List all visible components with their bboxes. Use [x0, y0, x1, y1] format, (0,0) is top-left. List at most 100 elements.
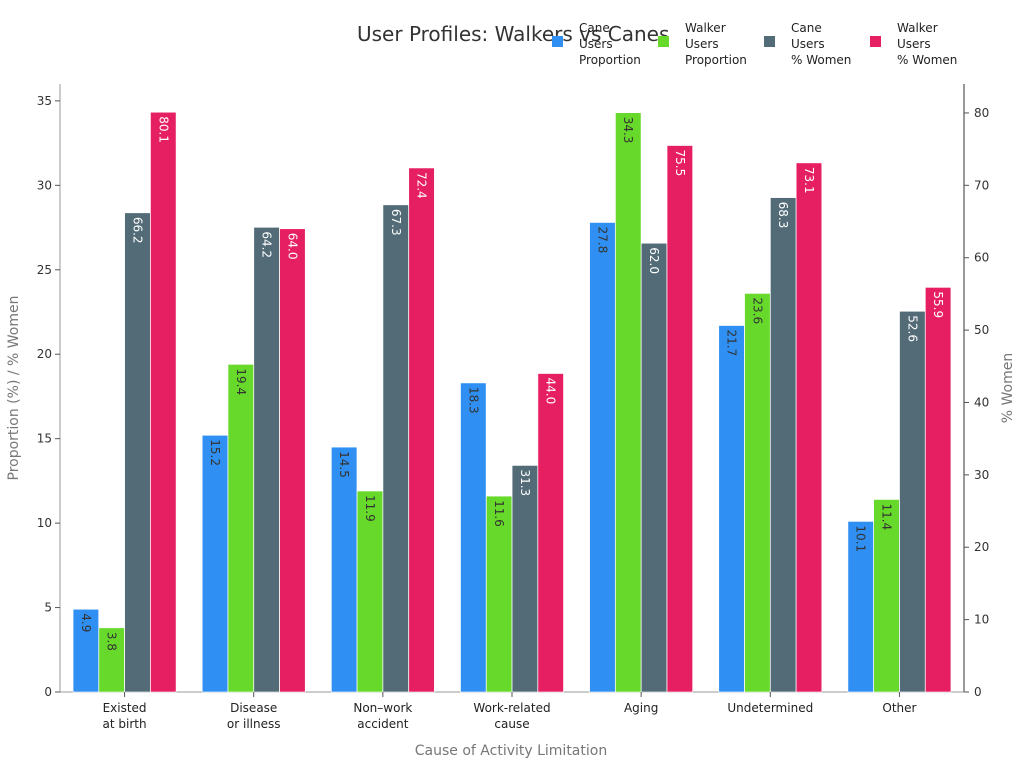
legend: Cane Users Proportion Walker Users Propo… [552, 20, 976, 68]
bar-value-label: 67.3 [389, 209, 403, 236]
bar-value-label: 75.5 [673, 150, 687, 177]
x-tick-label: Non–work [353, 701, 412, 715]
bar-value-label: 18.3 [466, 387, 480, 414]
bar-value-label: 11.4 [880, 503, 894, 530]
x-tick-label: Other [882, 701, 916, 715]
bar [124, 212, 151, 693]
bar-value-label: 80.1 [156, 116, 170, 143]
bar [98, 627, 125, 693]
legend-swatch [870, 36, 881, 47]
bar [744, 293, 771, 693]
bar-value-label: 72.4 [415, 172, 429, 199]
legend-item-walker-proportion: Walker Users Proportion [658, 20, 764, 68]
bar [72, 608, 99, 693]
bar [150, 111, 177, 693]
legend-label: Walker Users Proportion [685, 21, 747, 67]
bar [485, 495, 513, 693]
y-tick-label-left: 35 [37, 94, 52, 108]
bar-value-label: 66.2 [130, 217, 144, 244]
bar [382, 204, 409, 693]
bar [615, 112, 642, 693]
x-tick-label: Existed [103, 701, 147, 715]
bar-value-label: 10.1 [854, 525, 868, 552]
y-tick-label-left: 0 [44, 685, 52, 699]
bar [899, 310, 926, 693]
y-tick-label-left: 15 [37, 432, 52, 446]
bar-value-label: 55.9 [931, 291, 945, 318]
bar [925, 287, 952, 693]
y-tick-label-right: 0 [974, 685, 982, 699]
bar-value-label: 64.2 [260, 231, 274, 258]
y-axis-label-right: % Women [1000, 353, 1016, 423]
y-tick-label-right: 50 [974, 323, 989, 337]
bar [589, 222, 616, 693]
legend-label: Cane Users Proportion [579, 21, 641, 67]
bar-value-label: 4.9 [79, 613, 93, 632]
bar-value-label: 23.6 [750, 297, 764, 324]
x-tick-label: Disease [230, 701, 277, 715]
legend-label: Cane Users % Women [791, 21, 852, 67]
bar-value-label: 14.5 [337, 451, 351, 478]
y-tick-label-right: 40 [974, 395, 989, 409]
x-axis-label: Cause of Activity Limitation [415, 743, 607, 759]
bar-value-label: 11.6 [492, 500, 506, 527]
bar [331, 446, 358, 693]
bar-value-label: 34.3 [621, 117, 635, 144]
x-tick-label: Aging [624, 701, 658, 715]
bar [227, 364, 254, 693]
y-tick-label-right: 30 [974, 468, 989, 482]
bar [253, 227, 280, 693]
bar-value-label: 62.0 [647, 247, 661, 274]
legend-swatch [552, 36, 563, 47]
y-tick-label-left: 10 [37, 516, 52, 530]
bar-value-label: 3.8 [105, 632, 119, 651]
bar-value-label: 21.7 [725, 330, 739, 357]
bar-value-label: 52.6 [905, 315, 919, 342]
bar-value-label: 31.3 [518, 469, 532, 496]
x-tick-label: Undetermined [727, 701, 813, 715]
chart-title: User Profiles: Walkers vs Canes [357, 22, 670, 46]
bar-value-label: 64.0 [285, 233, 299, 260]
x-tick-label: Work-related [473, 701, 550, 715]
bar [640, 242, 668, 693]
x-tick-label: or illness [227, 717, 281, 731]
bar [770, 197, 797, 693]
bar [460, 382, 487, 693]
bar-value-label: 15.2 [208, 439, 222, 466]
bar-value-label: 73.1 [802, 167, 816, 194]
bar-value-label: 27.8 [595, 226, 609, 253]
x-tick-label: at birth [103, 717, 147, 731]
bar [511, 465, 538, 693]
x-tick-label: cause [494, 717, 529, 731]
bar [795, 162, 823, 693]
legend-item-walker-women: Walker Users % Women [870, 20, 976, 68]
bar [279, 228, 306, 693]
y-tick-label-right: 70 [974, 178, 989, 192]
y-axis-label-left: Proportion (%) / % Women [6, 296, 22, 481]
legend-label: Walker Users % Women [897, 21, 958, 67]
legend-item-cane-proportion: Cane Users Proportion [552, 20, 658, 68]
y-tick-label-right: 10 [974, 613, 989, 627]
y-tick-label-left: 5 [44, 601, 52, 615]
y-tick-label-right: 20 [974, 540, 989, 554]
bar [666, 145, 693, 693]
bar [537, 373, 564, 693]
y-tick-label-right: 80 [974, 106, 989, 120]
bar-value-label: 44.0 [544, 378, 558, 405]
bar [873, 499, 900, 693]
bar-value-label: 68.3 [776, 202, 790, 229]
y-tick-label-right: 60 [974, 251, 989, 265]
bar [718, 325, 745, 693]
bar [356, 490, 384, 693]
bar-value-label: 11.9 [363, 495, 377, 522]
y-tick-label-left: 25 [37, 263, 52, 277]
bar-value-label: 19.4 [234, 368, 248, 395]
bar [201, 434, 229, 693]
legend-swatch [764, 36, 775, 47]
y-tick-label-left: 20 [37, 347, 52, 361]
y-tick-label-left: 30 [37, 178, 52, 192]
bar [408, 167, 435, 693]
legend-item-cane-women: Cane Users % Women [764, 20, 870, 68]
x-tick-label: accident [357, 717, 408, 731]
